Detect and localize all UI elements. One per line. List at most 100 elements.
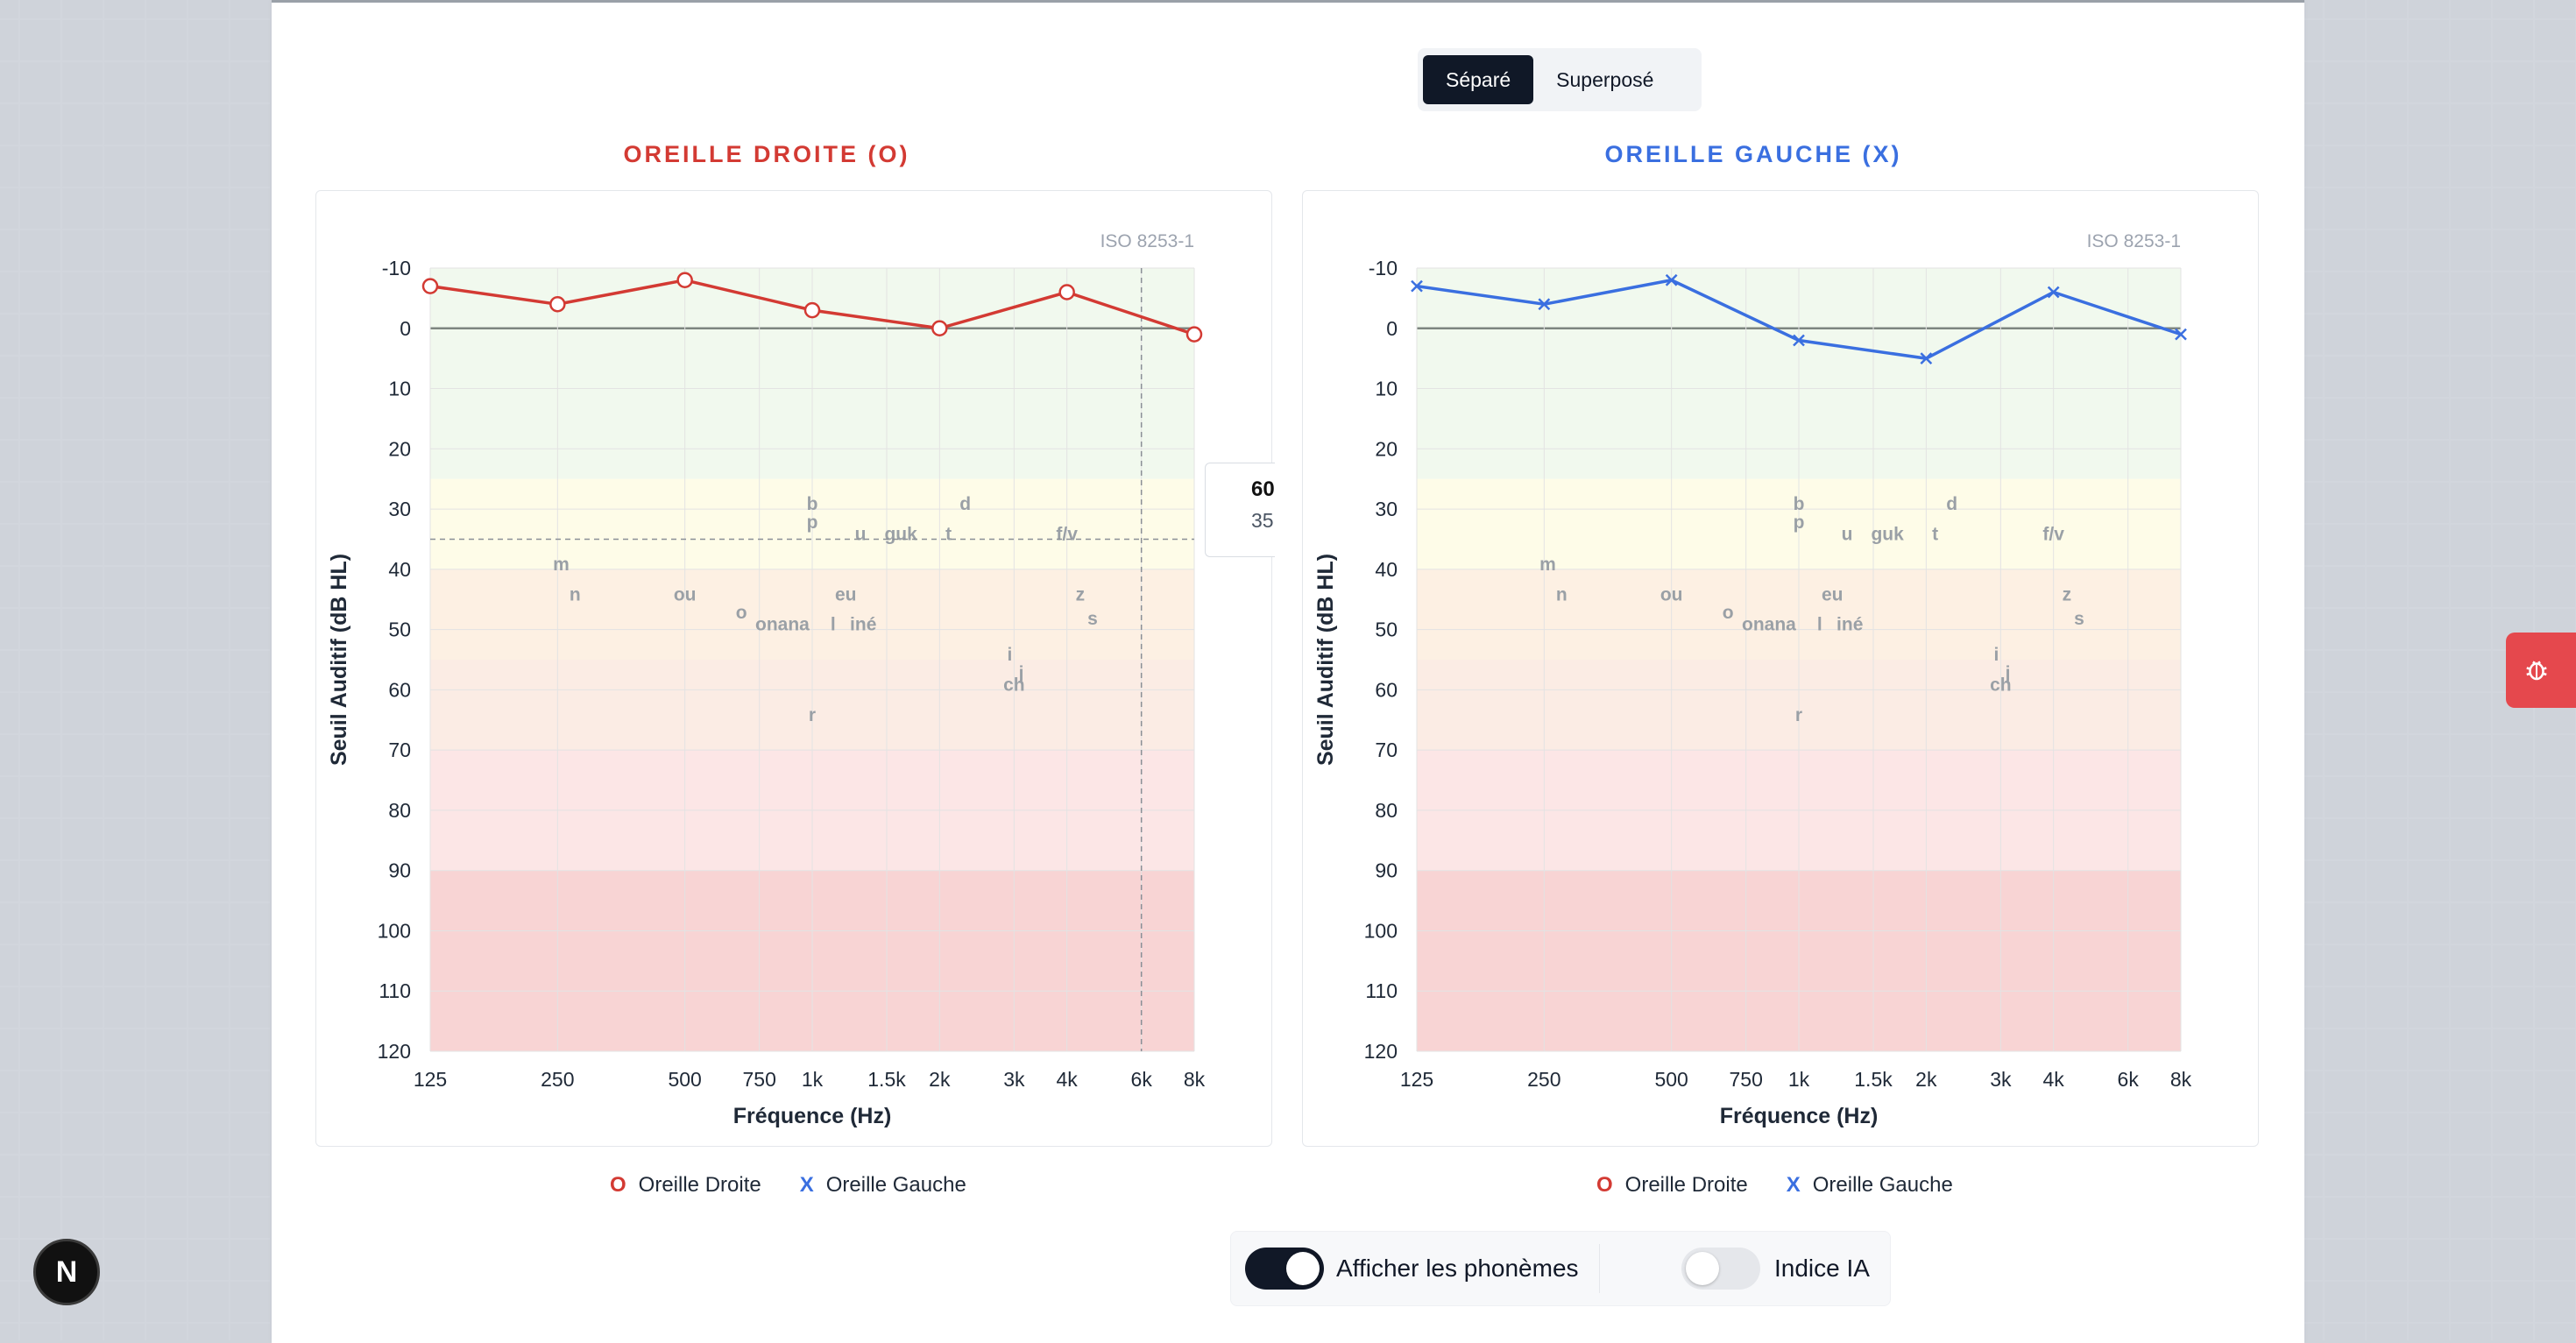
y-tick-label: 60 — [1375, 678, 1398, 701]
y-tick-label: 100 — [1364, 919, 1398, 942]
y-tick-label: 40 — [388, 558, 411, 581]
phonemes-toggle[interactable] — [1245, 1248, 1324, 1290]
y-tick-label: 70 — [1375, 739, 1398, 761]
phoneme-label: m — [1539, 555, 1556, 575]
background-pattern-left — [0, 0, 270, 1340]
phoneme-label: t — [945, 525, 952, 545]
phoneme-label: ch — [1990, 675, 2012, 696]
x-axis-title: Fréquence (Hz) — [1720, 1104, 1879, 1128]
phoneme-label: j — [2005, 663, 2011, 683]
marker-stroke — [1793, 334, 1805, 347]
y-tick-label: 110 — [1365, 979, 1398, 1002]
left-ear-chart-card: -10 0 10 20 30 40 50 60 70 80 90 100 110 120 125 250 500… — [1302, 190, 2259, 1147]
left-ear-legend-label: Oreille Gauche — [1812, 1173, 1953, 1197]
right-ear-legend-label: Oreille Droite — [1624, 1173, 1748, 1197]
data-point-x — [1793, 334, 1805, 347]
data-point-o — [1058, 284, 1075, 300]
view-separate-button[interactable]: Séparé — [1423, 55, 1534, 104]
left-ear-legend-symbol: X — [1786, 1173, 1801, 1197]
x-tick-label: 4k — [2043, 1068, 2065, 1091]
phoneme-label: o — [1723, 603, 1734, 623]
data-point-o — [421, 278, 439, 294]
bug-icon — [2526, 661, 2547, 681]
y-tick-label: 60 — [388, 678, 411, 701]
phoneme-label: onana — [1742, 615, 1796, 635]
phoneme-label: r — [1795, 705, 1802, 725]
view-overlay-button[interactable]: Superposé — [1556, 67, 1654, 91]
x-tick-label: 750 — [742, 1068, 775, 1091]
framework-badge[interactable]: N — [33, 1239, 100, 1305]
x-tick-label: 1.5k — [867, 1068, 906, 1091]
phoneme-label: b — [1794, 494, 1805, 514]
left-ear-legend-label: Oreille Gauche — [825, 1173, 966, 1197]
phoneme-label: n — [1556, 584, 1568, 604]
y-tick-label: 90 — [388, 859, 411, 882]
tooltip-frequency: 6000 — [1251, 477, 1275, 501]
x-tick-label: 750 — [1729, 1068, 1762, 1091]
tooltip-value: 35 dB — [1251, 509, 1275, 532]
y-tick-label: 90 — [1375, 859, 1398, 882]
phoneme-label: z — [1076, 584, 1086, 604]
x-tick-label: 1k — [1788, 1068, 1810, 1091]
ai-hint-toggle[interactable] — [1681, 1248, 1760, 1290]
bug-report-tab[interactable] — [2506, 633, 2576, 708]
y-tick-label: 30 — [388, 498, 411, 520]
x-tick-label: 6k — [2118, 1068, 2140, 1091]
x-tick-label: 8k — [2170, 1068, 2192, 1091]
phoneme-label: p — [807, 512, 818, 533]
x-tick-label: 500 — [1654, 1068, 1688, 1091]
phoneme-label: ou — [674, 584, 697, 604]
right-ear-title: OREILLE DROITE (O) — [623, 141, 910, 167]
data-point-x — [1920, 352, 1933, 365]
phoneme-label: iné — [850, 615, 876, 635]
x-tick-label: 250 — [541, 1068, 574, 1091]
y-tick-label: 10 — [1375, 378, 1398, 400]
data-point-x — [1538, 298, 1551, 311]
data-point-o — [931, 320, 948, 337]
data-point-o — [549, 296, 566, 313]
phonemes-toggle-label: Afficher les phonèmes — [1336, 1255, 1579, 1282]
x-tick-label: 4k — [1057, 1068, 1079, 1091]
phoneme-label: eu — [835, 584, 857, 604]
data-point-o — [803, 301, 821, 319]
x-tick-label: 3k — [1003, 1068, 1025, 1091]
left-ear-legend-symbol: X — [799, 1173, 814, 1197]
phoneme-label: u — [855, 525, 867, 545]
phoneme-label: f/v — [1056, 525, 1078, 545]
phoneme-label: d — [959, 494, 971, 514]
y-tick-label: 20 — [388, 437, 411, 460]
phoneme-label: l — [1817, 615, 1822, 635]
marker-stroke — [2175, 328, 2187, 341]
phoneme-label: guk — [884, 525, 917, 545]
y-tick-label: -10 — [382, 257, 411, 279]
phoneme-label: j — [1018, 663, 1024, 683]
divider — [1599, 1244, 1600, 1293]
phoneme-label: z — [2063, 584, 2072, 604]
data-point-x — [2175, 328, 2187, 341]
standard-label: ISO 8253-1 — [2087, 231, 2181, 251]
right-ear-legend-label: Oreille Droite — [638, 1173, 761, 1197]
marker-stroke — [1538, 298, 1551, 311]
phoneme-label: u — [1842, 525, 1853, 545]
left-chart-legend: O Oreille Droite X Oreille Gauche — [1596, 1173, 1953, 1198]
x-tick-label: 1k — [802, 1068, 824, 1091]
y-tick-label: 120 — [378, 1040, 411, 1063]
x-tick-label: 3k — [1990, 1068, 2012, 1091]
phoneme-label: i — [1007, 645, 1012, 665]
phoneme-label: o — [736, 603, 747, 623]
phoneme-label: t — [1932, 525, 1938, 545]
right-ear-legend-symbol: O — [610, 1173, 626, 1197]
y-tick-label: 50 — [1375, 618, 1398, 641]
data-point-x — [1411, 279, 1423, 293]
view-mode-toggle: Séparé Superposé — [1418, 48, 1702, 111]
phoneme-label: d — [1946, 494, 1957, 514]
y-tick-label: 40 — [1375, 558, 1398, 581]
phoneme-label: ch — [1003, 675, 1025, 696]
toggle-knob — [1286, 1252, 1320, 1285]
y-tick-label: 50 — [388, 618, 411, 641]
y-tick-label: 80 — [1375, 799, 1398, 822]
phoneme-label: m — [553, 555, 570, 575]
right-ear-legend-symbol: O — [1596, 1173, 1613, 1197]
